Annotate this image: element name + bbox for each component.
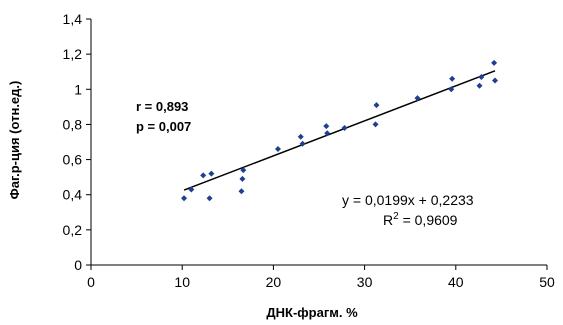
data-point bbox=[414, 95, 421, 102]
data-point bbox=[372, 121, 379, 128]
y-axis-title: Фаг.р-ция (отн.ед.) bbox=[7, 81, 22, 200]
data-point bbox=[341, 124, 348, 131]
data-point bbox=[448, 86, 455, 93]
correlation-r-label: r = 0,893 bbox=[136, 99, 188, 114]
data-point bbox=[373, 102, 380, 109]
data-point bbox=[299, 140, 306, 147]
data-point bbox=[324, 130, 331, 137]
data-point bbox=[491, 59, 498, 66]
data-point bbox=[238, 188, 245, 195]
r-squared-prefix: R bbox=[383, 212, 393, 228]
p-value-label: p = 0,007 bbox=[136, 119, 191, 134]
y-tick-label: 0,4 bbox=[63, 187, 83, 203]
x-tick-label: 0 bbox=[87, 274, 95, 290]
x-tick-label: 20 bbox=[266, 274, 282, 290]
r-squared-value: = 0,9609 bbox=[399, 212, 458, 228]
data-point bbox=[181, 195, 188, 202]
y-tick-label: 0,6 bbox=[63, 152, 83, 168]
y-axis-ticks: 0 0,2 0,4 0,6 0,8 1 1,2 1,4 bbox=[63, 11, 91, 273]
x-axis-title: ДНК-фрагм. % bbox=[266, 305, 358, 320]
data-point bbox=[478, 73, 485, 80]
data-point bbox=[323, 123, 330, 130]
data-point bbox=[188, 186, 195, 193]
data-point bbox=[240, 167, 247, 174]
data-point bbox=[492, 77, 499, 84]
x-tick-label: 40 bbox=[448, 274, 464, 290]
y-tick-label: 0,2 bbox=[63, 222, 83, 238]
x-tick-label: 10 bbox=[174, 274, 190, 290]
y-tick-label: 0 bbox=[74, 257, 82, 273]
data-point bbox=[274, 146, 281, 153]
y-tick-label: 0,8 bbox=[63, 116, 83, 132]
data-point bbox=[297, 133, 304, 140]
x-tick-label: 50 bbox=[539, 274, 555, 290]
x-tick-label: 30 bbox=[357, 274, 373, 290]
data-point bbox=[476, 82, 483, 89]
r-squared-label: R2 = 0,9609 bbox=[383, 211, 458, 228]
x-axis-ticks: 0 10 20 30 40 50 bbox=[87, 265, 555, 290]
y-tick-label: 1,2 bbox=[63, 46, 83, 62]
data-point bbox=[206, 195, 213, 202]
data-point bbox=[449, 75, 456, 82]
data-points bbox=[181, 59, 499, 202]
y-tick-label: 1 bbox=[74, 81, 82, 97]
data-point bbox=[200, 172, 207, 179]
data-point bbox=[239, 175, 246, 182]
data-point bbox=[208, 170, 215, 177]
y-tick-label: 1,4 bbox=[63, 11, 83, 27]
r-squared-exponent: 2 bbox=[393, 211, 399, 222]
trendline bbox=[183, 70, 496, 191]
regression-equation: y = 0,0199x + 0,2233 bbox=[342, 192, 474, 208]
